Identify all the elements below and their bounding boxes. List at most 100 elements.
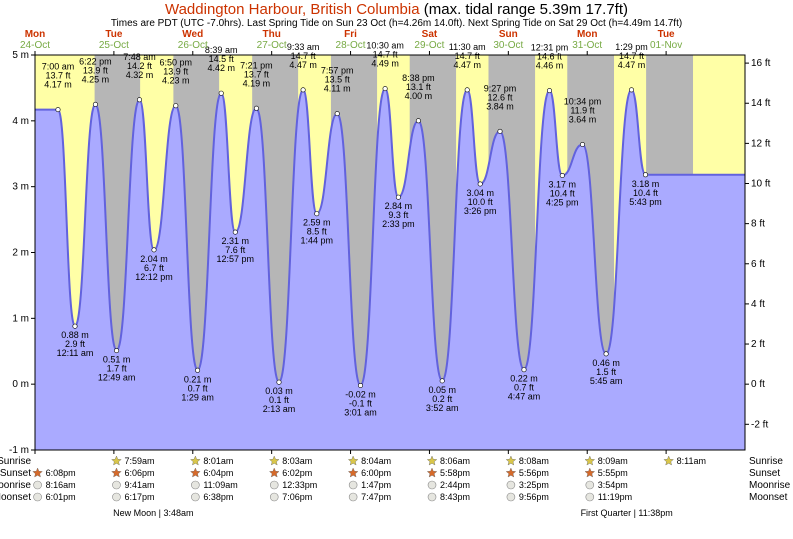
star-icon <box>191 468 201 477</box>
moonset-time: 7:06pm <box>282 492 312 502</box>
astro-row-label: Moonrise <box>749 480 791 491</box>
star-icon <box>33 468 43 477</box>
chart-title: Waddington Harbour, British Columbia (ma… <box>111 1 682 29</box>
sunrise-time: 8:01am <box>203 456 233 466</box>
moonset-time: 7:47pm <box>361 492 391 502</box>
astro-rows: SunriseSunriseSunsetSunsetMoonriseMoonri… <box>0 456 791 518</box>
moon-icon <box>34 481 42 489</box>
moon-icon <box>507 481 515 489</box>
ytick-left: 1 m <box>12 313 29 324</box>
moon-icon <box>191 481 199 489</box>
sunset-time: 5:55pm <box>598 468 628 478</box>
astro-row-label: Moonset <box>0 492 31 503</box>
tide-label: 3:52 am <box>426 403 459 413</box>
tide-point <box>93 102 97 106</box>
tide-point <box>301 88 305 92</box>
tide-label: 4.47 m <box>618 60 646 70</box>
tide-label: 12:49 am <box>98 373 136 383</box>
moonrise-time: 1:47pm <box>361 480 391 490</box>
tide-label: 4.49 m <box>371 59 399 69</box>
tide-point <box>580 142 584 146</box>
sunset-time: 5:58pm <box>440 468 470 478</box>
sunset-time: 6:02pm <box>282 468 312 478</box>
tide-point <box>219 91 223 95</box>
tide-label: 1:29 am <box>181 392 214 402</box>
svg-text:Waddington Harbour, British Co: Waddington Harbour, British Columbia (ma… <box>165 1 628 18</box>
tide-point <box>195 368 199 372</box>
sunset-time: 6:04pm <box>203 468 233 478</box>
moonset-time: 11:19pm <box>598 492 632 502</box>
tide-point <box>174 104 178 108</box>
tide-point <box>254 106 258 110</box>
tide-label: 4.11 m <box>324 84 351 94</box>
ytick-right: 0 ft <box>751 379 765 390</box>
star-icon <box>506 468 516 477</box>
tide-point <box>315 212 319 216</box>
tide-label: 1:44 pm <box>301 236 334 246</box>
astro-row-label: Sunset <box>749 468 780 479</box>
day-date: 25-Oct <box>99 40 129 51</box>
day-dow: Sat <box>422 29 438 40</box>
ytick-right: 14 ft <box>751 98 771 109</box>
tide-point <box>498 129 502 133</box>
tide-point <box>358 383 362 387</box>
star-icon <box>585 468 595 477</box>
day-dow: Wed <box>182 29 203 40</box>
sunset-time: 5:56pm <box>519 468 549 478</box>
moonset-time: 6:01pm <box>46 492 76 502</box>
tide-label: 4.17 m <box>44 80 72 90</box>
sunrise-time: 8:04am <box>361 456 391 466</box>
astro-row-label: Sunrise <box>0 456 31 467</box>
tide-label: 5:45 am <box>590 376 623 386</box>
day-date: 28-Oct <box>336 40 366 51</box>
tide-point <box>440 379 444 383</box>
ytick-right: 6 ft <box>751 259 765 270</box>
moon-icon <box>112 493 120 501</box>
day-dow: Thu <box>263 29 281 40</box>
tide-label: 12:12 pm <box>135 272 173 282</box>
tide-point <box>522 368 526 372</box>
tide-label: 4.42 m <box>207 63 235 73</box>
moonrise-time: 12:33pm <box>282 480 317 490</box>
sunrise-time: 8:03am <box>282 456 312 466</box>
tide-point <box>335 111 339 115</box>
day-date: 26-Oct <box>178 40 208 51</box>
ytick-right: 8 ft <box>751 219 765 230</box>
tide-label: 2:33 pm <box>382 219 415 229</box>
tide-label: 3.84 m <box>486 101 514 111</box>
day-date: 01-Nov <box>650 40 682 51</box>
tide-point <box>416 119 420 123</box>
moon-icon <box>428 493 436 501</box>
tide-label: 12:57 pm <box>217 254 255 264</box>
tide-point <box>73 324 77 328</box>
day-dow: Tue <box>105 29 122 40</box>
tide-label: 5:43 pm <box>629 197 662 207</box>
tide-label: 4:47 am <box>508 392 541 402</box>
moon-icon <box>428 481 436 489</box>
tide-point <box>152 248 156 252</box>
astro-row-label: Moonrise <box>0 480 31 491</box>
moonrise-time: 9:41am <box>124 480 154 490</box>
moon-icon <box>34 493 42 501</box>
tide-label: 4.32 m <box>126 70 154 80</box>
star-icon <box>348 456 358 465</box>
star-icon <box>585 456 595 465</box>
star-icon <box>191 456 201 465</box>
title-main: Waddington Harbour, British Columbia <box>165 1 420 18</box>
tide-point <box>114 348 118 352</box>
tide-point <box>604 352 608 356</box>
day-date: 29-Oct <box>414 40 444 51</box>
ytick-left: 2 m <box>12 248 29 259</box>
ytick-right: 12 ft <box>751 138 771 149</box>
sunset-time: 6:06pm <box>124 468 154 478</box>
tide-point <box>396 195 400 199</box>
ytick-left: 5 m <box>12 50 29 61</box>
moonrise-time: 2:44pm <box>440 480 470 490</box>
star-icon <box>112 456 122 465</box>
ytick-left: 3 m <box>12 182 29 193</box>
tide-label: 4.47 m <box>289 60 317 70</box>
day-date: 30-Oct <box>493 40 523 51</box>
moonset-time: 6:38pm <box>203 492 233 502</box>
ytick-right: -2 ft <box>751 419 768 430</box>
tide-point <box>383 86 387 90</box>
